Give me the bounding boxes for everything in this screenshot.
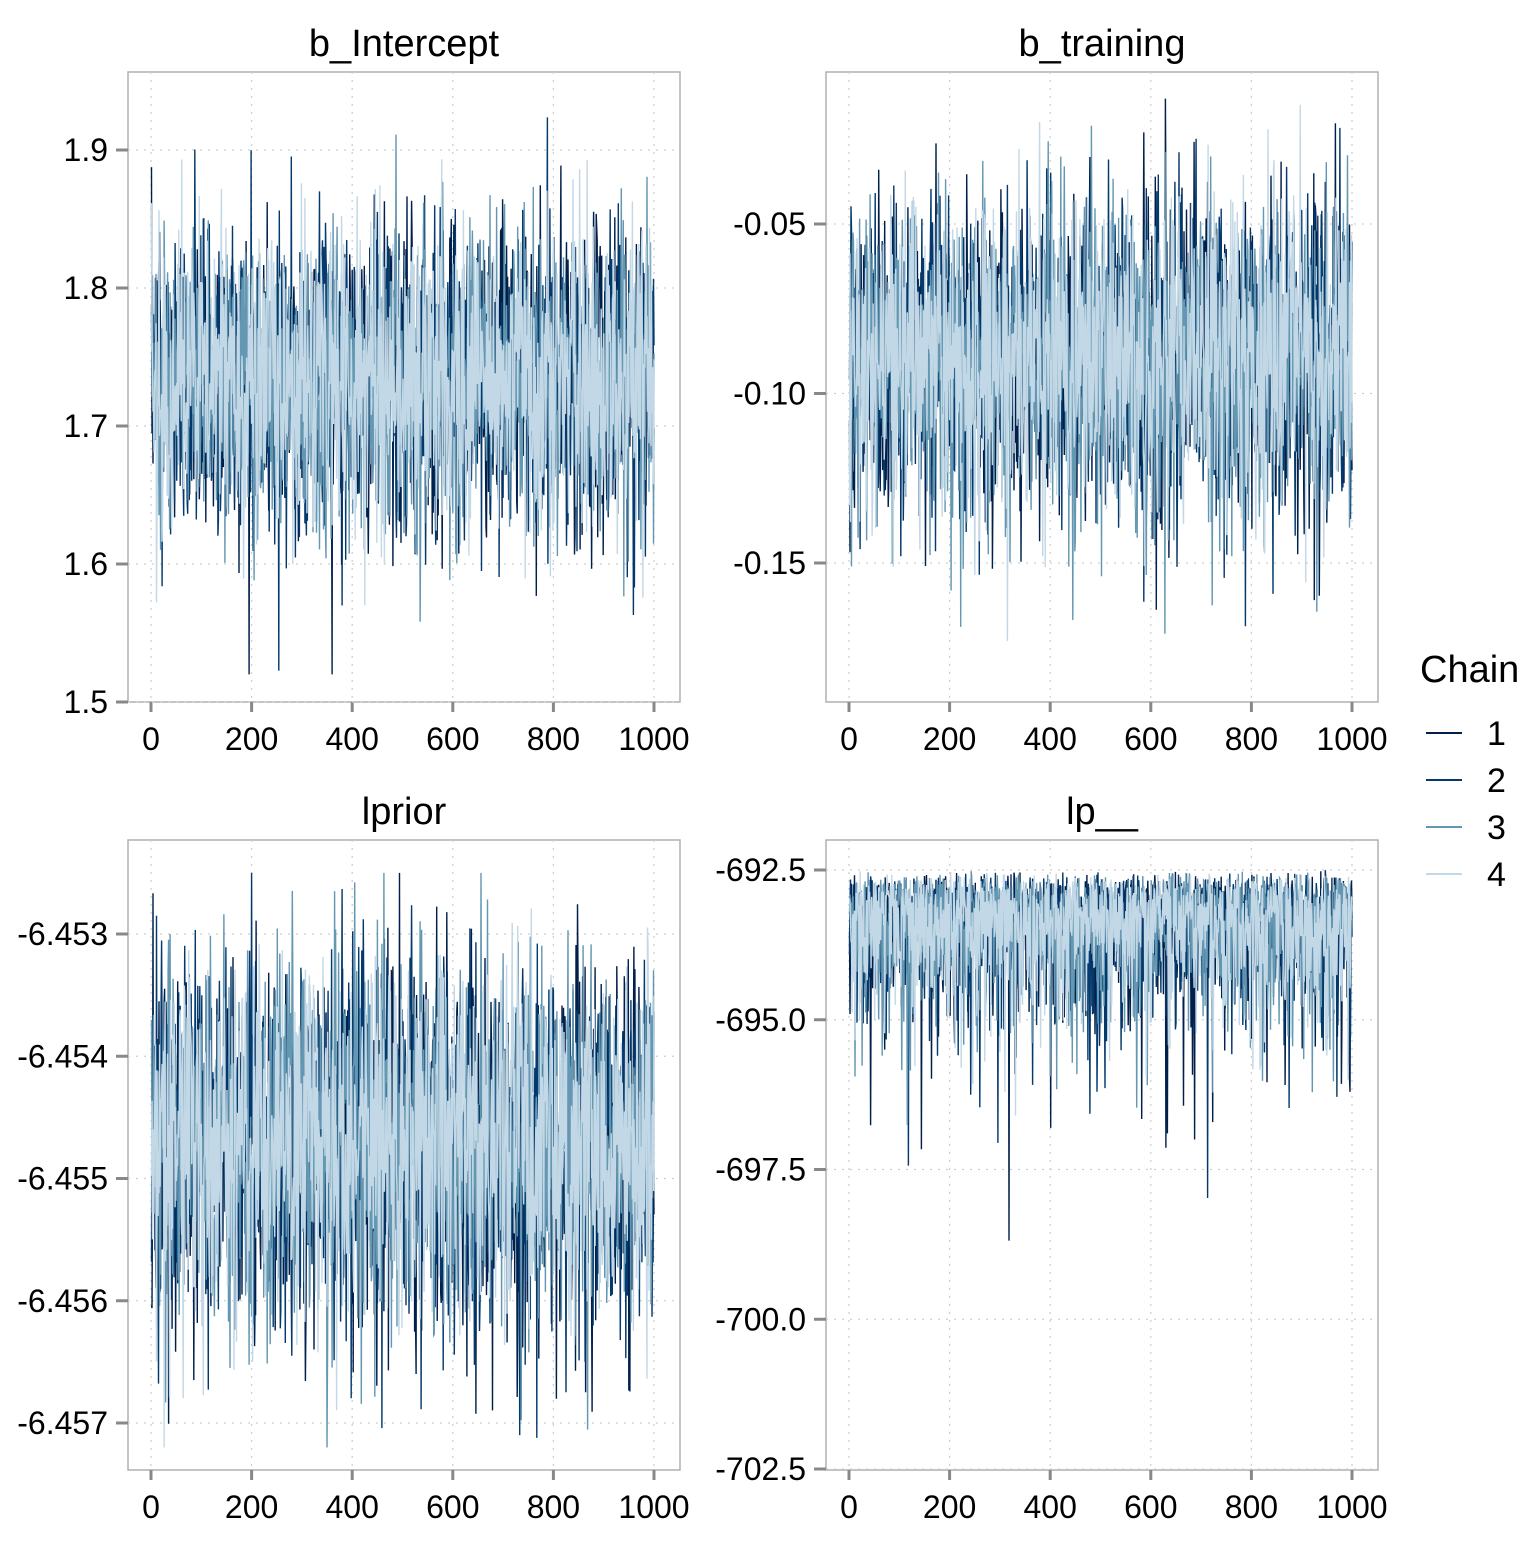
legend-item-chain-4: 4 bbox=[1426, 856, 1506, 894]
panel-b-Intercept: b_Intercept 0 200 400 600 800 1000 1.5 1.6 1.7 1.8… bbox=[64, 23, 690, 757]
x-tick-label: 600 bbox=[1124, 721, 1177, 757]
y-tick-label: 1.6 bbox=[64, 546, 108, 582]
x-tick-label: 400 bbox=[326, 721, 379, 757]
x-tick-label: 800 bbox=[1225, 721, 1278, 757]
legend-label: 2 bbox=[1487, 762, 1506, 800]
y-tick-label: 1.7 bbox=[64, 408, 108, 444]
x-tick-label: 400 bbox=[326, 1489, 379, 1525]
x-tick-label: 0 bbox=[142, 1489, 160, 1525]
x-tick-label: 800 bbox=[527, 721, 580, 757]
y-tick-label: -6.454 bbox=[17, 1038, 108, 1074]
y-tick-label: -702.5 bbox=[715, 1451, 806, 1487]
y-tick-label: -700.0 bbox=[715, 1301, 806, 1337]
trace-chain-4 bbox=[150, 908, 655, 1448]
panel-title: lprior bbox=[362, 791, 447, 833]
y-tick-label: -697.5 bbox=[715, 1152, 806, 1188]
y-tick-label: -0.10 bbox=[733, 376, 806, 412]
x-tick-label: 600 bbox=[426, 1489, 479, 1525]
y-tick-label: 1.5 bbox=[64, 684, 108, 720]
x-tick-label: 1000 bbox=[1316, 1489, 1387, 1525]
legend-label: 1 bbox=[1487, 715, 1506, 753]
x-tick-label: 800 bbox=[527, 1489, 580, 1525]
x-tick-label: 0 bbox=[142, 721, 160, 757]
trace-chain-4 bbox=[848, 871, 1353, 1116]
y-tick-label: -6.453 bbox=[17, 916, 108, 952]
x-tick-label: 400 bbox=[1024, 721, 1077, 757]
y-tick-label: -6.456 bbox=[17, 1283, 108, 1319]
panel-title: b_training bbox=[1019, 23, 1186, 65]
legend-item-chain-1: 1 bbox=[1426, 715, 1506, 753]
x-tick-label: 800 bbox=[1225, 1489, 1278, 1525]
y-tick-label: -0.15 bbox=[733, 545, 806, 581]
trace-chain-4 bbox=[150, 159, 655, 606]
legend-item-chain-2: 2 bbox=[1426, 762, 1506, 800]
legend-label: 4 bbox=[1487, 856, 1506, 894]
x-tick-label: 200 bbox=[923, 1489, 976, 1525]
y-tick-label: 1.8 bbox=[64, 270, 108, 306]
y-tick-label: -692.5 bbox=[715, 852, 806, 888]
x-tick-label: 400 bbox=[1024, 1489, 1077, 1525]
legend-label: 3 bbox=[1487, 809, 1506, 847]
y-tick-label: 1.9 bbox=[64, 132, 108, 168]
x-tick-label: 0 bbox=[840, 721, 858, 757]
trace-chain-4 bbox=[848, 104, 1353, 642]
y-tick-label: -695.0 bbox=[715, 1002, 806, 1038]
x-tick-label: 0 bbox=[840, 1489, 858, 1525]
x-tick-label: 200 bbox=[225, 1489, 278, 1525]
x-tick-label: 600 bbox=[1124, 1489, 1177, 1525]
legend: Chain 1 2 3 4 bbox=[1420, 649, 1519, 894]
panel-lp--: lp__ 0 200 400 600 800 1000 -702.5 -700.0 -697.5 -… bbox=[715, 791, 1387, 1525]
x-tick-label: 1000 bbox=[1316, 721, 1387, 757]
x-tick-label: 200 bbox=[923, 721, 976, 757]
y-tick-label: -0.05 bbox=[733, 206, 806, 242]
x-tick-label: 200 bbox=[225, 721, 278, 757]
panel-title: lp__ bbox=[1066, 791, 1139, 833]
y-tick-label: -6.457 bbox=[17, 1405, 108, 1441]
panel-title: b_Intercept bbox=[309, 23, 500, 65]
x-tick-label: 1000 bbox=[618, 1489, 689, 1525]
x-tick-label: 600 bbox=[426, 721, 479, 757]
legend-item-chain-3: 3 bbox=[1426, 809, 1506, 847]
legend-title: Chain bbox=[1420, 649, 1519, 691]
x-tick-label: 1000 bbox=[618, 721, 689, 757]
panel-b-training: b_training 0 200 400 600 800 1000 -0.15 -0.10 -0.… bbox=[733, 23, 1388, 757]
panel-lprior: lprior 0 200 400 600 800 1000 -6.457 -6.456 -6.45… bbox=[17, 791, 689, 1525]
y-tick-label: -6.455 bbox=[17, 1161, 108, 1197]
